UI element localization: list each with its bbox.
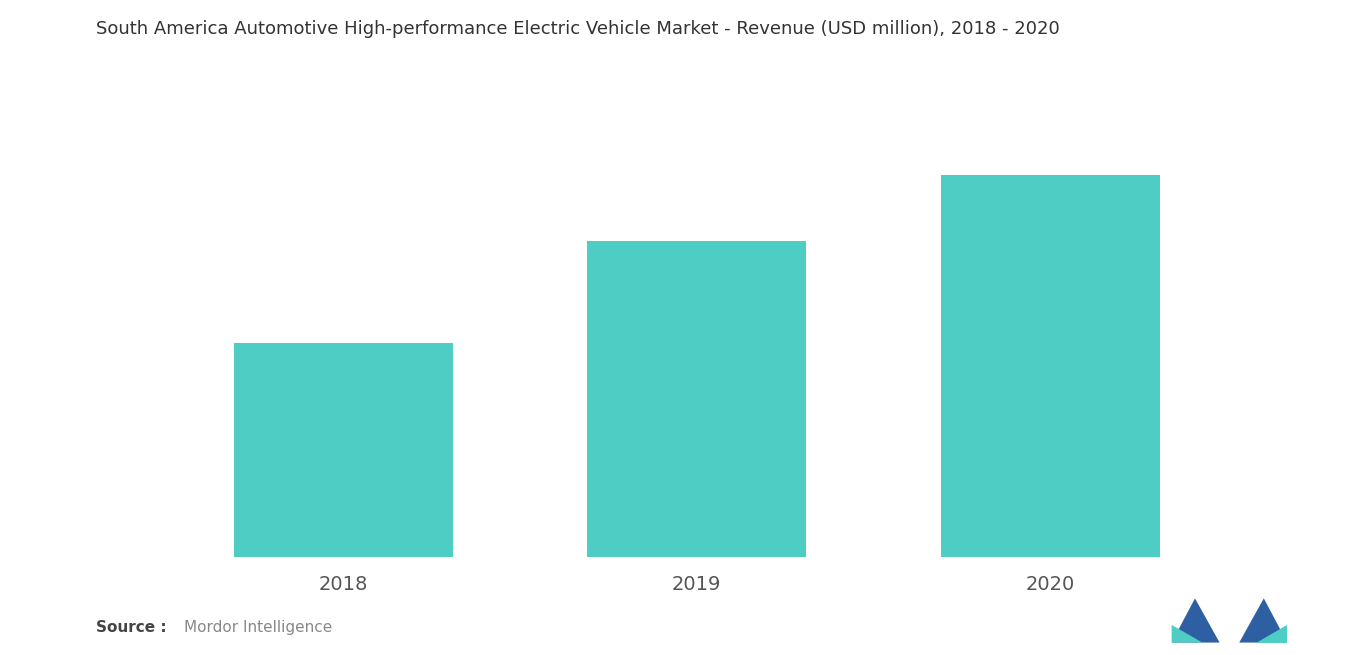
Bar [941, 175, 1160, 557]
Bar [587, 241, 806, 557]
Text: Source :: Source : [96, 620, 167, 635]
Polygon shape [1257, 625, 1287, 643]
Text: South America Automotive High-performance Electric Vehicle Market - Revenue (USD: South America Automotive High-performanc… [96, 20, 1060, 37]
Polygon shape [1172, 599, 1220, 643]
Polygon shape [1239, 599, 1287, 643]
Bar [234, 343, 452, 557]
Text: Mordor Intelligence: Mordor Intelligence [184, 620, 333, 635]
Polygon shape [1172, 625, 1202, 643]
